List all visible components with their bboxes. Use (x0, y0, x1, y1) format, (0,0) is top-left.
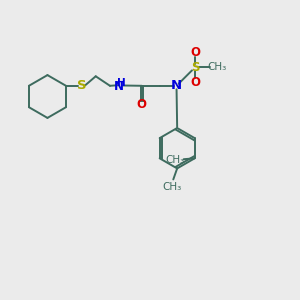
Text: CH₃: CH₃ (166, 155, 185, 165)
Text: CH₃: CH₃ (207, 62, 226, 72)
Text: S: S (76, 79, 86, 92)
Text: O: O (190, 46, 200, 59)
Text: O: O (190, 76, 200, 89)
Text: O: O (137, 98, 147, 111)
Text: N: N (114, 80, 124, 93)
Text: CH₃: CH₃ (162, 182, 182, 192)
Text: S: S (191, 61, 199, 74)
Text: H: H (117, 78, 125, 88)
Text: N: N (171, 79, 182, 92)
